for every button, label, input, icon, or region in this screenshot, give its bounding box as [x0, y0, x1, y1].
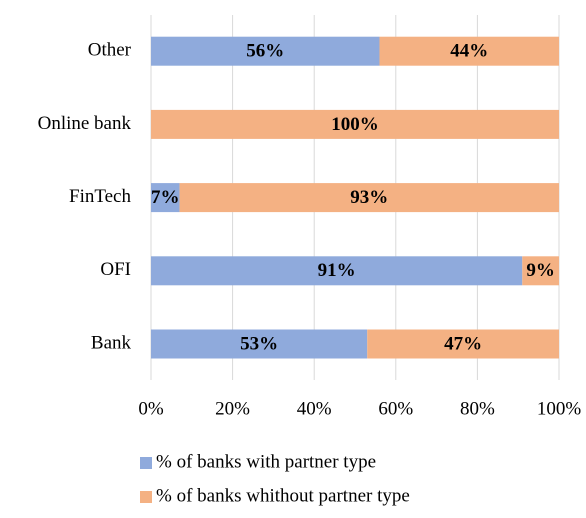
x-tick-label: 20%: [215, 398, 250, 419]
y-tick-label: Bank: [91, 332, 132, 353]
x-tick-label: 100%: [537, 398, 582, 419]
data-label: 47%: [444, 333, 482, 354]
data-label: 100%: [331, 114, 379, 135]
x-tick-label: 0%: [138, 398, 164, 419]
bar-segment: [151, 109, 559, 139]
x-tick-label: 60%: [378, 398, 413, 419]
y-tick-label: OFI: [100, 259, 131, 280]
bar-segment: [151, 329, 368, 359]
x-tick-label: 80%: [460, 398, 495, 419]
data-label: 44%: [450, 41, 488, 62]
legend-swatch: [140, 457, 152, 469]
y-tick-label: Other: [88, 40, 132, 61]
data-label: 93%: [350, 187, 388, 208]
data-label: 91%: [318, 260, 356, 281]
legend-label: % of banks whithout partner type: [156, 485, 410, 506]
bar-segment: [522, 256, 559, 286]
bar-segment: [379, 36, 559, 66]
y-tick-label: Online bank: [38, 113, 132, 134]
x-tick-label: 40%: [297, 398, 332, 419]
y-tick-label: FinTech: [69, 186, 131, 207]
legend-swatch: [140, 491, 152, 503]
data-label: 9%: [526, 260, 555, 281]
data-label: 53%: [240, 333, 278, 354]
bar-segment: [151, 36, 380, 66]
bar-segment: [151, 256, 523, 286]
data-label: 56%: [246, 41, 284, 62]
bar-segment: [367, 329, 559, 359]
bar-segment: [151, 183, 180, 213]
legend-label: % of banks with partner type: [156, 451, 376, 472]
data-label: 7%: [151, 187, 180, 208]
bar-segment: [179, 183, 559, 213]
